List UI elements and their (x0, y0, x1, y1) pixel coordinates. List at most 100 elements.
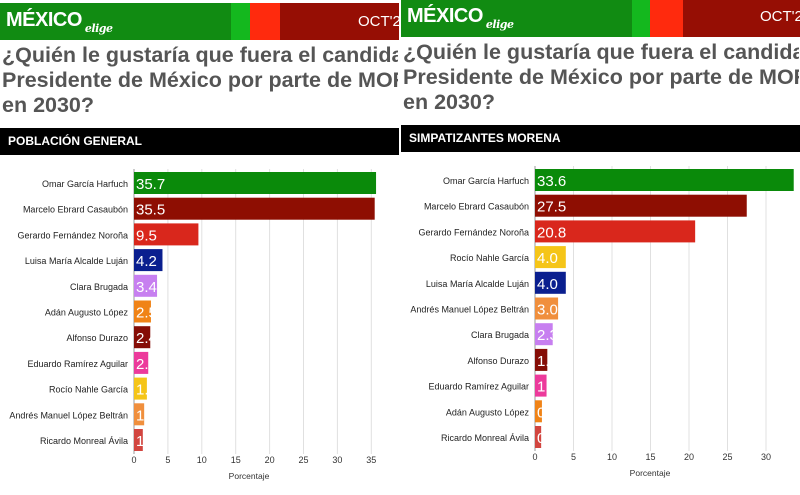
data-label: 2.1 (136, 356, 157, 373)
logo-text: MÉXICO (407, 5, 483, 27)
question-title: ¿Quién le gustaría que fuera el candidat… (403, 40, 799, 114)
data-label: 3.0 (537, 302, 558, 319)
x-tick-label: 30 (332, 455, 342, 465)
bar (535, 400, 542, 423)
category-label: Omar García Harfuch (443, 176, 529, 186)
category-label: Clara Brugada (70, 282, 128, 292)
data-label: 9.5 (136, 227, 157, 244)
date-label: OCT'25 (760, 8, 800, 25)
x-tick-label: 0 (131, 455, 136, 465)
bar (134, 249, 163, 272)
category-label: Ricardo Monreal Ávila (40, 436, 128, 446)
category-label: Adán Augusto López (45, 308, 129, 318)
bar (134, 197, 375, 220)
data-label: 35.7 (136, 176, 165, 193)
x-tick-label: 25 (722, 452, 732, 462)
x-tick-label: 20 (265, 455, 275, 465)
data-label: 1.5 (136, 407, 157, 424)
logo-text: MÉXICO (6, 9, 82, 31)
category-label: Gerardo Fernández Noroña (17, 230, 128, 240)
data-label: 0.8 (537, 430, 558, 447)
segment-title: POBLACIÓN GENERAL (0, 128, 399, 155)
x-tick-label: 10 (607, 452, 617, 462)
data-label: 2.5 (136, 305, 157, 322)
bar (134, 223, 199, 246)
category-label: Andrés Manuel López Beltrán (410, 305, 529, 315)
data-label: 1.5 (537, 379, 558, 396)
data-label: 4.2 (136, 253, 157, 270)
category-label: Ricardo Monreal Ávila (441, 433, 529, 443)
data-label: 35.5 (136, 202, 165, 219)
category-label: Eduardo Ramírez Aguilar (428, 382, 529, 392)
segment-title: SIMPATIZANTES MORENA (401, 125, 800, 152)
data-label: 1.9 (136, 382, 157, 399)
bar (535, 374, 547, 397)
data-label: 2.3 (537, 327, 558, 344)
category-label: Clara Brugada (471, 330, 529, 340)
bar (535, 323, 553, 346)
logo-subtext: elige (84, 22, 113, 35)
data-label: 1.6 (537, 353, 558, 370)
category-label: Rocío Nahle García (49, 385, 128, 395)
data-label: 1.3 (136, 433, 157, 450)
bar (134, 172, 377, 194)
category-label: Luisa María Alcalde Luján (25, 256, 128, 266)
category-label: Gerardo Fernández Noroña (418, 227, 529, 237)
bar (134, 274, 158, 297)
data-label: 0.9 (537, 404, 558, 421)
logo: MÉXICO elige (6, 9, 113, 35)
bar (535, 348, 548, 371)
x-axis-label: Porcentaje (229, 471, 270, 481)
x-tick-label: 20 (684, 452, 694, 462)
category-label: Rocío Nahle García (450, 253, 529, 263)
bar (535, 220, 696, 243)
data-label: 20.8 (537, 224, 566, 241)
bar (535, 297, 559, 320)
bar (134, 403, 145, 426)
category-label: Alfonso Durazo (66, 333, 128, 343)
bar (134, 351, 149, 374)
bar (535, 194, 747, 217)
x-tick-label: 15 (645, 452, 655, 462)
x-tick-label: 0 (532, 452, 537, 462)
data-label: 4.0 (537, 276, 558, 293)
x-tick-label: 10 (197, 455, 207, 465)
bar (134, 429, 143, 451)
data-label: 4.0 (537, 250, 558, 267)
bar (134, 300, 151, 323)
data-label: 27.5 (537, 199, 566, 216)
category-label: Luisa María Alcalde Luján (426, 279, 529, 289)
x-axis-label: Porcentaje (630, 468, 671, 478)
bar (535, 426, 542, 448)
header-bar (0, 3, 399, 40)
category-label: Omar García Harfuch (42, 179, 128, 189)
category-label: Eduardo Ramírez Aguilar (27, 359, 128, 369)
category-label: Marcelo Ebrard Casaubón (23, 205, 128, 215)
x-tick-label: 5 (571, 452, 576, 462)
x-tick-label: 25 (298, 455, 308, 465)
logo-subtext: elige (485, 18, 514, 31)
bar-chart: 0 5 10 15 20 25 30 Porcentaje Omar García Harfuc… (410, 166, 794, 478)
header-bar (401, 0, 800, 37)
x-tick-label: 35 (366, 455, 376, 465)
data-label: 3.4 (136, 279, 157, 296)
category-label: Andrés Manuel López Beltrán (9, 410, 128, 420)
x-tick-label: 30 (761, 452, 771, 462)
question-title: ¿Quién le gustaría que fuera el candidat… (2, 43, 398, 117)
bar (535, 169, 794, 191)
x-tick-label: 5 (165, 455, 170, 465)
category-label: Marcelo Ebrard Casaubón (424, 202, 529, 212)
data-label: 2.4 (136, 330, 157, 347)
bar (134, 326, 151, 349)
bar (535, 246, 566, 269)
category-label: Adán Augusto López (446, 407, 530, 417)
x-tick-label: 15 (231, 455, 241, 465)
bar (535, 271, 566, 294)
category-label: Alfonso Durazo (467, 356, 529, 366)
date-label: OCT'25 (358, 13, 399, 30)
bar-chart: 0 5 10 15 20 25 30 35 Porcentaje Omar García Harf… (9, 169, 377, 481)
logo: MÉXICO elige (407, 5, 514, 31)
bar (134, 377, 147, 400)
